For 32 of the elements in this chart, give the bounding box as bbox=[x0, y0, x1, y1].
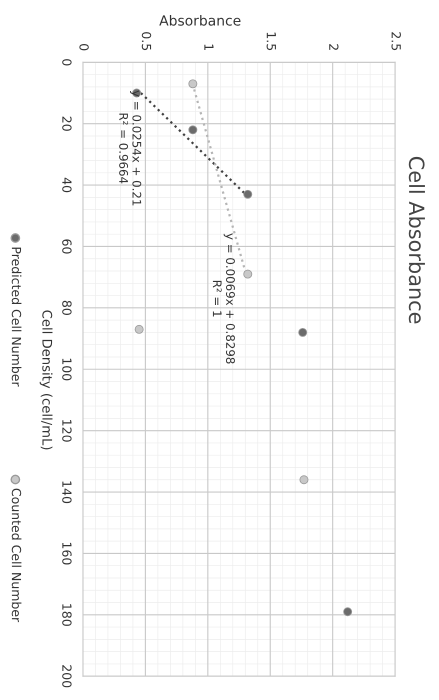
y-tick-label: 160 bbox=[62, 542, 72, 565]
y-tick-label: 80 bbox=[62, 300, 72, 315]
y-tick-label: 180 bbox=[62, 604, 72, 626]
y-tick-label: 40 bbox=[62, 178, 72, 192]
y-axis-title: Cell Density (cell/mL) bbox=[40, 310, 52, 450]
y-tick-label: 0 bbox=[62, 59, 72, 66]
x-tick-label: 2 bbox=[329, 44, 338, 50]
annotation: y = 0.0254x + 0.21 R² = 0.9664 bbox=[119, 90, 142, 206]
legend-label: Counted Cell Number bbox=[12, 488, 22, 622]
point bbox=[188, 79, 198, 88]
y-tick-label: 100 bbox=[62, 358, 72, 380]
point bbox=[299, 475, 308, 484]
y-tick-label: 20 bbox=[62, 116, 72, 131]
point bbox=[298, 328, 308, 337]
y-tick-label: 140 bbox=[62, 481, 72, 504]
y-tick-label: 200 bbox=[62, 665, 72, 688]
point bbox=[188, 125, 198, 134]
text: Cell Absorbance bbox=[408, 156, 425, 324]
point bbox=[243, 270, 252, 279]
x-tick-label: 0 bbox=[79, 44, 89, 50]
x-tick-label: 1 bbox=[204, 44, 214, 50]
x-tick-label: 2.5 bbox=[391, 32, 401, 50]
point bbox=[343, 607, 352, 616]
annotation: y = 0.0069x + 0.8298 R² = 1 bbox=[212, 233, 235, 364]
point bbox=[243, 190, 252, 199]
y-tick-label: 60 bbox=[62, 239, 72, 254]
x-axis-title: Absorbance bbox=[159, 14, 240, 26]
legend-label: Predicted Cell Number bbox=[12, 248, 22, 387]
x-tick-label: 1.5 bbox=[266, 32, 276, 50]
y-tick-label: 120 bbox=[62, 420, 72, 442]
x-tick-label: 0.5 bbox=[142, 32, 152, 50]
point bbox=[134, 324, 144, 334]
